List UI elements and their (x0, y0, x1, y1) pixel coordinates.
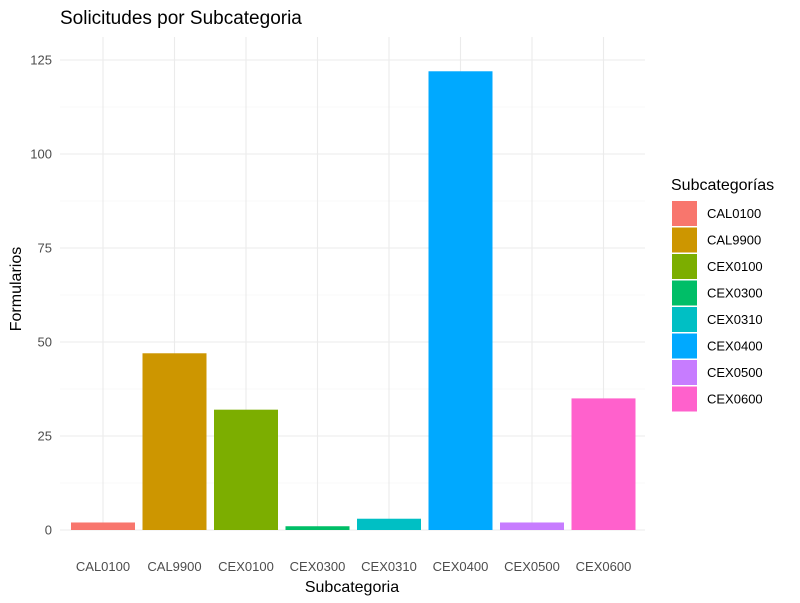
legend-label: CEX0400 (707, 339, 763, 354)
bar-cex0300 (285, 526, 350, 530)
x-axis-title: Subcategoria (305, 579, 399, 596)
bar-cex0400 (428, 71, 493, 530)
x-tick-label: CAL9900 (147, 559, 201, 574)
bar-cal0100 (71, 522, 135, 530)
legend-label: CEX0100 (707, 259, 763, 274)
y-tick-label: 25 (38, 429, 52, 444)
legend-swatch (672, 307, 697, 332)
legend-swatch (672, 254, 697, 279)
x-tick-label: CAL0100 (76, 559, 130, 574)
bar-cal9900 (142, 353, 207, 530)
y-tick-label: 50 (38, 335, 52, 350)
y-tick-label: 125 (30, 53, 52, 68)
legend-swatch (672, 386, 697, 412)
bar-cex0310 (357, 518, 421, 530)
legend-label: CEX0310 (707, 312, 763, 327)
x-tick-label: CEX0300 (290, 559, 346, 574)
y-tick-label: 100 (30, 147, 52, 162)
legend-swatch (672, 333, 697, 359)
x-axis-ticks: CAL0100 CAL9900 CEX0100 CEX0300 CEX0310 CEX04… (76, 559, 631, 574)
legend-swatch (672, 360, 697, 385)
legend-label: CEX0600 (707, 392, 763, 407)
y-tick-label: 0 (45, 523, 52, 538)
y-axis-title: Formularios (8, 247, 25, 331)
legend-title: Subcategorías (671, 177, 774, 194)
legend-label: CEX0300 (707, 286, 763, 301)
legend: Subcategorías CAL0100 CAL9900 CEX0100 CEX03… (671, 177, 774, 412)
x-tick-label: CEX0500 (504, 559, 560, 574)
legend-swatch (672, 201, 697, 226)
x-tick-label: CEX0600 (576, 559, 632, 574)
x-tick-label: CEX0100 (218, 559, 274, 574)
legend-label: CAL0100 (707, 206, 761, 221)
y-tick-label: 75 (38, 241, 52, 256)
x-tick-label: CEX0310 (361, 559, 417, 574)
bar-cex0600 (571, 398, 636, 530)
legend-label: CEX0500 (707, 365, 763, 380)
chart-title: Solicitudes por Subcategoria (60, 8, 302, 29)
legend-swatch (672, 227, 697, 253)
y-axis-ticks: 0 25 50 75 100 125 (30, 53, 52, 538)
bar-cex0100 (214, 409, 278, 530)
bars (71, 71, 636, 530)
bar-cex0500 (500, 522, 564, 530)
x-tick-label: CEX0400 (433, 559, 489, 574)
legend-swatch (672, 280, 697, 306)
legend-label: CAL9900 (707, 233, 761, 248)
